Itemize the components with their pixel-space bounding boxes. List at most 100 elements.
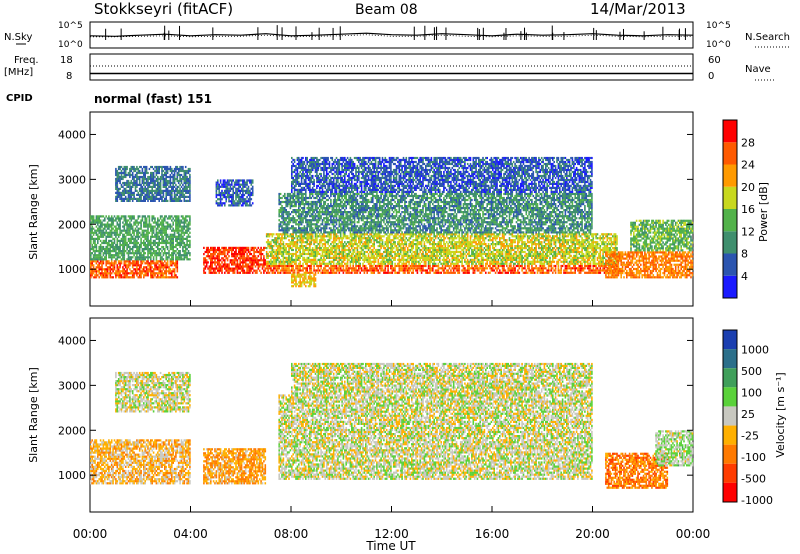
scatter-cell bbox=[133, 232, 135, 234]
scatter-cell bbox=[91, 238, 93, 240]
scatter-cell bbox=[90, 266, 92, 268]
scatter-cell bbox=[135, 256, 137, 258]
scatter-cell bbox=[138, 268, 140, 270]
scatter-cell bbox=[119, 274, 121, 276]
scatter-cell bbox=[122, 240, 124, 242]
scatter-cell bbox=[105, 246, 107, 248]
scatter-cell bbox=[129, 246, 131, 248]
scatter-cell bbox=[128, 262, 130, 264]
scatter-cell bbox=[143, 258, 145, 260]
scatter-cell bbox=[177, 260, 179, 262]
scatter-cell bbox=[126, 260, 128, 262]
scatter-cell bbox=[112, 250, 114, 252]
scatter-cell bbox=[100, 246, 102, 248]
scatter-cell bbox=[119, 242, 121, 244]
scatter-cell bbox=[151, 242, 153, 244]
scatter-cell bbox=[97, 264, 99, 266]
scatter-cell bbox=[115, 232, 117, 234]
scatter-cell bbox=[165, 264, 167, 266]
scatter-cell bbox=[147, 215, 149, 217]
scatter-cell bbox=[139, 276, 141, 278]
scatter-cell bbox=[128, 258, 130, 260]
scatter-cell bbox=[94, 232, 96, 234]
scatter-cell bbox=[147, 264, 149, 266]
scatter-cell bbox=[143, 244, 145, 246]
scatter-cell bbox=[126, 264, 128, 266]
scatter-cell bbox=[132, 262, 134, 264]
scatter-cell bbox=[94, 260, 96, 262]
scatter-cell bbox=[90, 258, 92, 260]
scatter-cell bbox=[140, 238, 142, 240]
scatter-cell bbox=[101, 264, 103, 266]
scatter-cell bbox=[111, 260, 113, 262]
scatter-cell bbox=[149, 252, 151, 254]
scatter-cell bbox=[125, 240, 127, 242]
scatter-cell bbox=[153, 230, 155, 232]
scatter-cell bbox=[154, 242, 156, 244]
scatter-cell bbox=[115, 246, 117, 248]
scatter-cell bbox=[117, 234, 119, 236]
scatter-cell bbox=[112, 266, 114, 268]
scatter-cell bbox=[129, 230, 131, 232]
scatter-cell bbox=[103, 219, 105, 221]
scatter-cell bbox=[125, 236, 127, 238]
scatter-cell bbox=[121, 274, 123, 276]
cpid-value: normal (fast) 151 bbox=[94, 92, 212, 106]
scatter-cell bbox=[128, 240, 130, 242]
scatter-cell bbox=[147, 272, 149, 274]
scatter-cell bbox=[144, 219, 146, 221]
scatter-cell bbox=[115, 258, 117, 260]
scatter-cell bbox=[110, 274, 112, 276]
scatter-cell bbox=[105, 242, 107, 244]
scatter-cell bbox=[108, 272, 110, 274]
scatter-cell bbox=[112, 256, 114, 258]
scatter-cell bbox=[122, 252, 124, 254]
scatter-cell bbox=[126, 258, 128, 260]
scatter-cell bbox=[114, 254, 116, 256]
scatter-cell bbox=[98, 252, 100, 254]
scatter-cell bbox=[93, 258, 95, 260]
scatter-cell bbox=[94, 230, 96, 232]
scatter-cell bbox=[133, 244, 135, 246]
scatter-cell bbox=[96, 230, 98, 232]
scatter-cell bbox=[150, 230, 152, 232]
scatter-cell bbox=[129, 256, 131, 258]
scatter-cell bbox=[132, 248, 134, 250]
scatter-cell bbox=[124, 217, 126, 219]
scatter-cell bbox=[115, 248, 117, 250]
scatter-cell bbox=[104, 226, 106, 228]
scatter-cell bbox=[91, 246, 93, 248]
scatter-cell bbox=[165, 274, 167, 276]
scatter-cell bbox=[164, 264, 166, 266]
scatter-cell bbox=[103, 242, 105, 244]
scatter-cell bbox=[94, 276, 96, 278]
scatter-cell bbox=[167, 262, 169, 264]
scatter-cell bbox=[128, 276, 130, 278]
scatter-cell bbox=[125, 274, 127, 276]
scatter-cell bbox=[132, 236, 134, 238]
scatter-cell bbox=[94, 244, 96, 246]
scatter-cell bbox=[138, 224, 140, 226]
scatter-cell bbox=[125, 266, 127, 268]
scatter-cell bbox=[103, 260, 105, 262]
scatter-cell bbox=[128, 244, 130, 246]
scatter-cell bbox=[115, 217, 117, 219]
scatter-cell bbox=[115, 230, 117, 232]
scatter-cell bbox=[108, 262, 110, 264]
scatter-cell bbox=[93, 215, 95, 217]
scatter-cell bbox=[107, 222, 109, 224]
scatter-cell bbox=[164, 272, 166, 274]
scatter-cell bbox=[93, 260, 95, 262]
scatter-cell bbox=[110, 224, 112, 226]
scatter-cell bbox=[126, 270, 128, 272]
scatter-cell bbox=[132, 256, 134, 258]
scatter-cell bbox=[126, 242, 128, 244]
scatter-cell bbox=[135, 252, 137, 254]
scatter-cell bbox=[107, 274, 109, 276]
scatter-cell bbox=[103, 262, 105, 264]
scatter-cell bbox=[143, 215, 145, 217]
scatter-cell bbox=[135, 236, 137, 238]
scatter-cell bbox=[115, 260, 117, 262]
scatter-cell bbox=[98, 268, 100, 270]
scatter-cell bbox=[117, 252, 119, 254]
